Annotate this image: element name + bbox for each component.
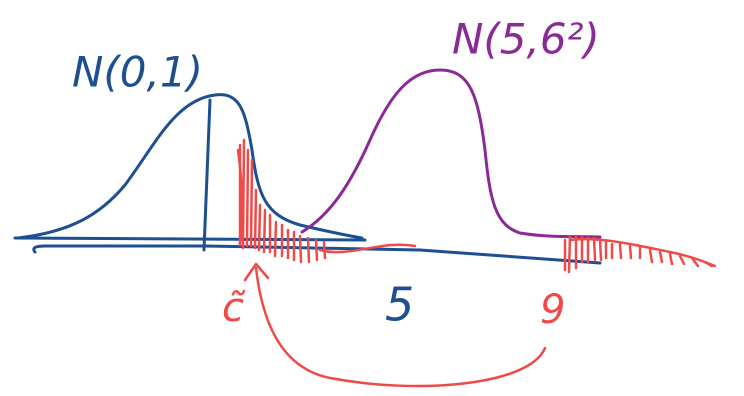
right-tail-shading [565,236,712,272]
shifted-normal-label: N(5,6²) [452,15,600,64]
nine-label: 9 [540,287,565,333]
page: {"labels": {"standard_normal": "N(0,1)",… [0,0,744,396]
axis-left [15,238,365,240]
standard-normal-label: N(0,1) [72,48,203,97]
five-label: 5 [385,278,414,332]
standard-normal-curve [18,95,362,238]
axis-vertical [204,100,210,250]
sketch: N(0,1) N(5,6²) c̃ 5 9 [0,0,744,396]
c-tilde-label: c̃ [222,285,246,331]
shifted-normal-curve [302,70,600,237]
